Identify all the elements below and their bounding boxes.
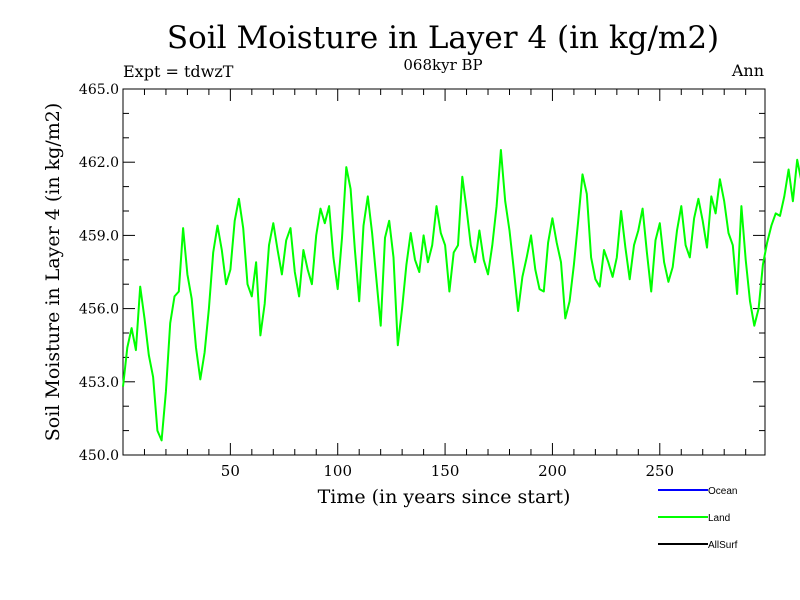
major-ticks [123,88,765,456]
x-tick-label: 150 [431,462,460,480]
x-tick-label: 100 [323,462,352,480]
y-tick-label: 450.0 [79,448,119,464]
series-line-land [122,149,800,442]
plot-frame [122,88,766,456]
plot-area: 450.0 453.0 456.0 459.0 462.0 465.0 50 100 150 2… [79,82,800,480]
legend-label-allsurf: AllSurf [708,540,738,551]
legend-label-ocean: Ocean [708,486,737,497]
chart-title: Soil Moisture in Layer 4 (in kg/m2) [167,20,719,56]
legend: Ocean Land AllSurf [658,486,738,551]
x-axis-label: Time (in years since start) [318,486,571,508]
minor-ticks [123,89,765,455]
y-tick-label: 465.0 [79,82,119,98]
legend-label-land: Land [708,513,730,524]
y-tick-label: 456.0 [79,302,119,318]
experiment-label: Expt = tdwzT [123,62,234,81]
chart-subtitle: 068kyr BP [403,56,482,74]
x-tick-label: 200 [538,462,567,480]
y-tick-label: 453.0 [79,375,119,391]
y-tick-labels: 450.0 453.0 456.0 459.0 462.0 465.0 [79,82,119,464]
x-tick-label: 250 [645,462,674,480]
season-label: Ann [731,61,764,80]
y-tick-label: 459.0 [79,228,119,244]
x-tick-labels: 50 100 150 200 250 [221,462,674,480]
y-tick-label: 462.0 [79,155,119,171]
x-tick-label: 50 [221,462,240,480]
y-axis-label: Soil Moisture in Layer 4 (in kg/m2) [42,103,64,442]
